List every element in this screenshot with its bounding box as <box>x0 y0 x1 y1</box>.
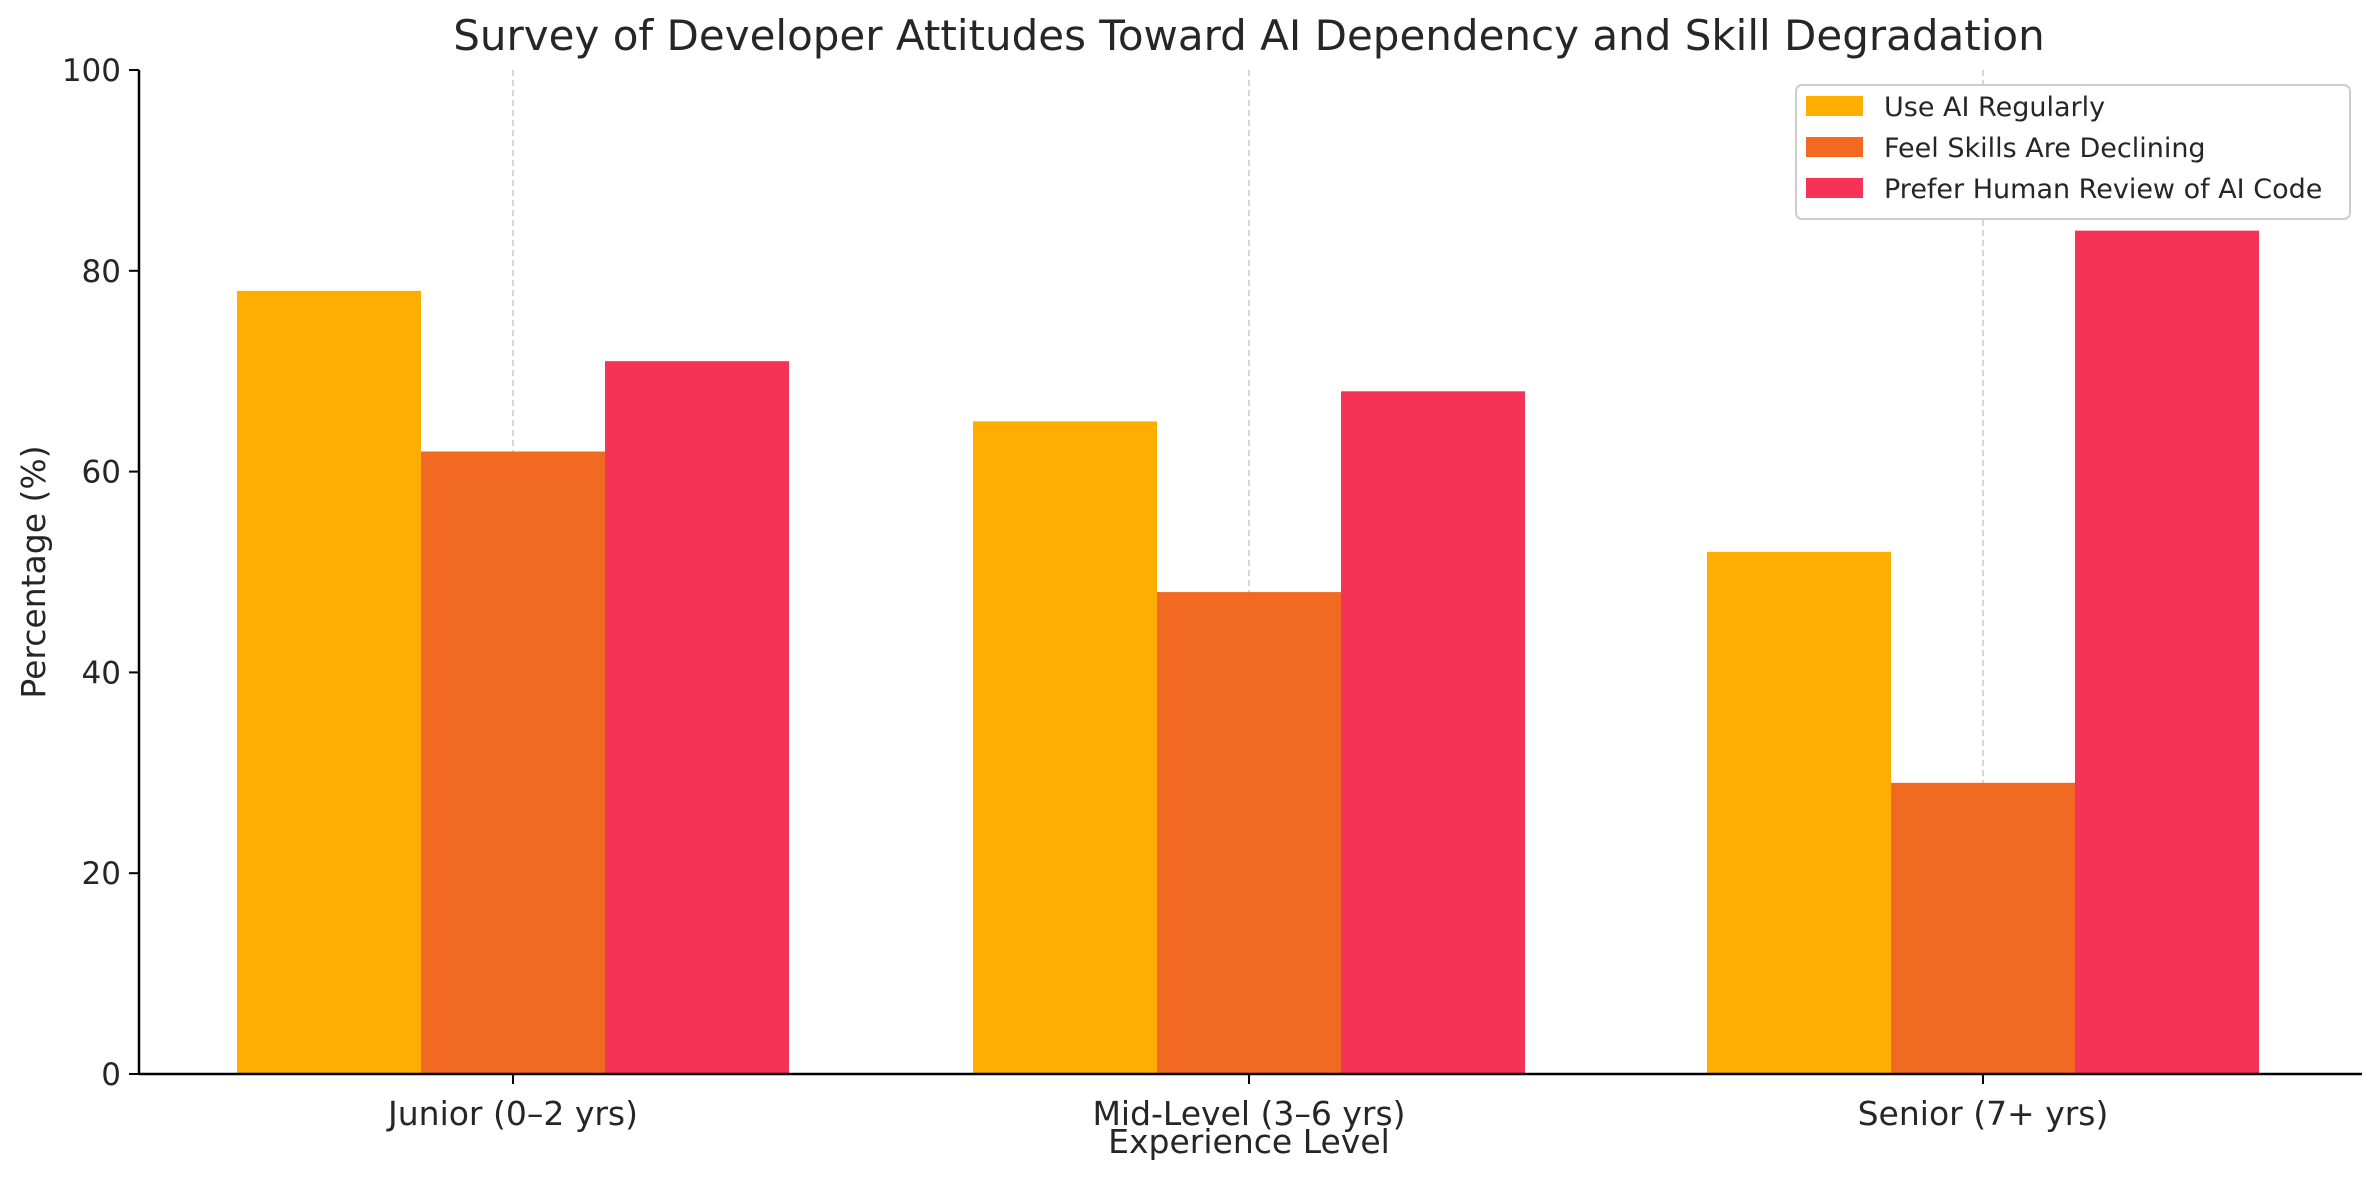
axes <box>137 70 2362 1076</box>
y-tick-label: 60 <box>82 455 121 491</box>
y-tick-label: 80 <box>82 254 121 290</box>
y-tick-label: 20 <box>82 856 121 892</box>
bar <box>1891 782 2075 1074</box>
legend-swatch <box>1806 137 1863 157</box>
legend-label: Use AI Regularly <box>1884 92 2105 123</box>
legend: Use AI Regularly Feel Skills Are Declinin… <box>1795 84 2351 220</box>
chart-title: Survey of Developer Attitudes Toward AI … <box>453 11 2045 60</box>
bar <box>237 290 421 1074</box>
legend-swatch <box>1806 178 1863 198</box>
legend-items: Use AI Regularly Feel Skills Are Declinin… <box>1806 92 2322 205</box>
y-tick-label: 40 <box>82 655 121 691</box>
x-ticks: Junior (0–2 yrs) Mid-Level (3–6 yrs) Senio… <box>386 1074 2108 1133</box>
x-tick-label: Senior (7+ yrs) <box>1858 1094 2109 1133</box>
bars <box>237 230 2259 1074</box>
bar <box>1707 551 1891 1074</box>
legend-swatch <box>1806 96 1863 116</box>
y-tick-label: 0 <box>101 1057 121 1093</box>
bar <box>421 451 605 1074</box>
x-tick-label: Mid-Level (3–6 yrs) <box>1092 1094 1405 1133</box>
bar <box>973 421 1157 1074</box>
bar <box>1341 391 1525 1074</box>
y-ticks: 0 20 40 60 80 100 <box>62 53 139 1093</box>
bar <box>1157 592 1341 1074</box>
legend-frame <box>1795 84 2351 220</box>
legend-label: Feel Skills Are Declining <box>1884 133 2206 164</box>
legend-label: Prefer Human Review of AI Code <box>1884 174 2322 205</box>
bar <box>2075 230 2259 1074</box>
y-tick-label: 100 <box>62 53 121 89</box>
x-tick-label: Junior (0–2 yrs) <box>386 1094 638 1133</box>
x-axis-label: Experience Level <box>1108 1122 1390 1161</box>
y-axis-label: Percentage (%) <box>14 445 53 698</box>
bar <box>605 361 789 1074</box>
